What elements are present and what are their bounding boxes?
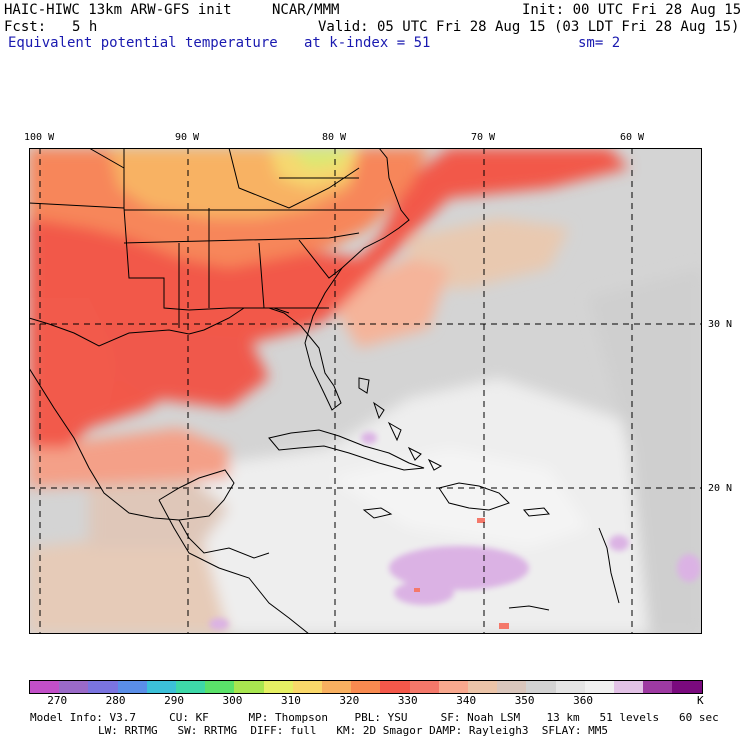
forecast-label: Fcst: bbox=[4, 19, 47, 35]
colorbar-swatch bbox=[526, 681, 556, 693]
colorbar-tick-label: 320 bbox=[339, 694, 360, 707]
colorbar-swatch bbox=[205, 681, 235, 693]
lat-label-20n: 20 N bbox=[708, 483, 733, 494]
colorbar-tick-label: 310 bbox=[280, 694, 301, 707]
lon-label-90w: 90 W bbox=[175, 132, 200, 143]
map-panel bbox=[29, 148, 702, 634]
colorbar-tick-label: 290 bbox=[164, 694, 184, 707]
colorbar-tick-label: 280 bbox=[105, 694, 126, 707]
colorbar-swatch bbox=[292, 681, 323, 693]
lon-label-80w: 80 W bbox=[322, 132, 347, 143]
colorbar-swatch bbox=[117, 681, 147, 693]
forecast-hour: 5 h bbox=[72, 19, 98, 35]
colorbar-swatch bbox=[438, 681, 469, 693]
colorbar-tick-label: 270 bbox=[47, 694, 68, 707]
model-info-line2: LW: RRTMG SW: RRTMG DIFF: full KM: 2D Sm… bbox=[98, 724, 608, 737]
colorbar-swatch bbox=[88, 681, 118, 693]
colorbar-swatch bbox=[146, 681, 177, 693]
valid-time: Valid: 05 UTC Fri 28 Aug 15 (03 LDT Fri … bbox=[318, 19, 740, 35]
colorbar-tick-label: 350 bbox=[514, 694, 535, 707]
lon-label-60w: 60 W bbox=[620, 132, 645, 143]
colorbar-swatch bbox=[555, 681, 585, 693]
smoothing: sm= 2 bbox=[578, 35, 621, 51]
colorbar-swatch bbox=[263, 681, 293, 693]
colorbar-unit: K bbox=[697, 694, 704, 707]
init-time: Init: 00 UTC Fri 28 Aug 15 bbox=[522, 2, 740, 18]
colorbar-swatch bbox=[614, 681, 644, 693]
colorbar-swatch bbox=[59, 681, 89, 693]
colorbar-swatch bbox=[30, 681, 60, 693]
colorbar-swatch bbox=[409, 681, 439, 693]
colorbar bbox=[29, 680, 703, 694]
colorbar-swatch bbox=[176, 681, 206, 693]
lon-label-100w: 100 W bbox=[24, 132, 55, 143]
k-index: at k-index = 51 bbox=[304, 35, 431, 51]
colorbar-swatch bbox=[672, 681, 702, 693]
lon-label-70w: 70 W bbox=[471, 132, 496, 143]
colorbar-swatch bbox=[380, 681, 410, 693]
model-title: HAIC-HIWC 13km ARW-GFS init bbox=[4, 2, 232, 18]
colorbar-tick-label: 340 bbox=[456, 694, 477, 707]
colorbar-swatch bbox=[497, 681, 527, 693]
colorbar-swatch bbox=[234, 681, 264, 693]
lat-label-30n: 30 N bbox=[708, 319, 733, 330]
theta-e-map bbox=[29, 148, 702, 634]
colorbar-swatch bbox=[351, 681, 381, 693]
org-label: NCAR/MMM bbox=[272, 2, 340, 18]
colorbar-tick-label: 330 bbox=[397, 694, 418, 707]
colorbar-swatch bbox=[643, 681, 673, 693]
model-info-line1: Model Info: V3.7 CU: KF MP: Thompson PBL… bbox=[30, 711, 719, 724]
colorbar-tick-label: 360 bbox=[573, 694, 593, 707]
colorbar-tick-label: 300 bbox=[222, 694, 243, 707]
colorbar-swatch bbox=[468, 681, 498, 693]
field-name: Equivalent potential temperature bbox=[8, 35, 278, 51]
colorbar-swatch bbox=[322, 681, 352, 693]
colorbar-swatch bbox=[584, 681, 615, 693]
